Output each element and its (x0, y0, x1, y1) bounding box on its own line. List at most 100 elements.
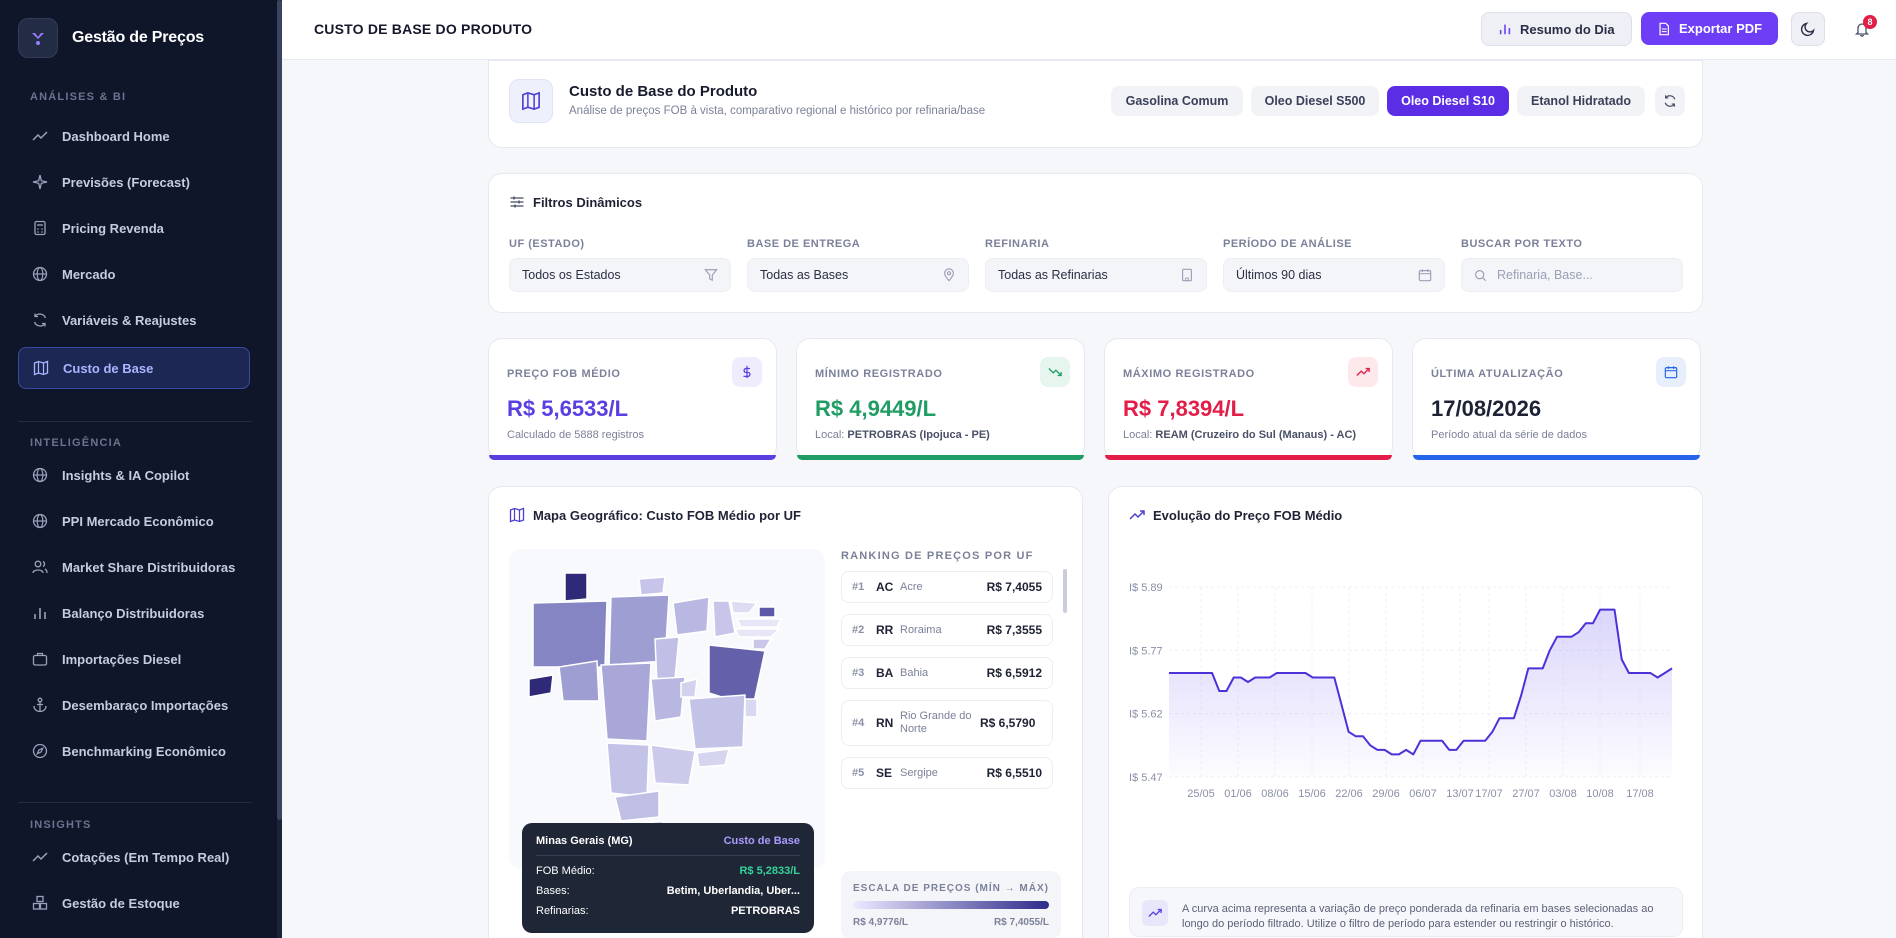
tooltip-state: Minas Gerais (MG) (536, 835, 633, 847)
map-state-to (654, 636, 680, 684)
notifications-button[interactable]: 8 (1853, 15, 1877, 38)
section-title-insights: INSIGHTS (30, 819, 92, 831)
sidebar-scrollbar-thumb[interactable] (277, 0, 282, 820)
tab-gasolina-comum[interactable]: Gasolina Comum (1111, 86, 1243, 116)
sidebar-item-label: Market Share Distribuidoras (62, 559, 236, 575)
filters-title-label: Filtros Dinâmicos (533, 194, 643, 210)
sidebar-item-dashboard-home[interactable]: Dashboard Home (18, 116, 250, 156)
ranking-item[interactable]: #3 BA Bahia R$ 6,5912 (841, 657, 1053, 689)
chart-note: A curva acima representa a variação de p… (1129, 887, 1683, 937)
sidebar-item-gestao-estoque[interactable]: Gestão de Estoque (18, 883, 250, 923)
sidebar-item-balanco[interactable]: Balanço Distribuidoras (18, 593, 250, 633)
ranking-value: R$ 7,3555 (986, 623, 1042, 637)
kpi-accent-bar (797, 455, 1084, 460)
ranking-title: RANKING DE PREÇOS POR UF (841, 550, 1034, 562)
sidebar-item-importacoes-diesel[interactable]: Importações Diesel (18, 639, 250, 679)
tab-oleo-diesel-s500[interactable]: Oleo Diesel S500 (1251, 86, 1379, 116)
moon-icon (1800, 22, 1815, 37)
uf-select-value: Todos os Estados (522, 268, 621, 282)
kpi-sub-prefix: Local: (1123, 429, 1153, 441)
map-state-ac (528, 674, 554, 698)
map-card-title: Mapa Geográfico: Custo FOB Médio por UF (509, 507, 801, 523)
base-select[interactable]: Todas as Bases (747, 258, 969, 292)
kpi-value: R$ 5,6533/L (507, 396, 629, 421)
calendar-icon (1656, 357, 1686, 387)
globe-icon (32, 467, 48, 483)
sidebar-divider (18, 802, 252, 803)
ranking-name: Bahia (900, 666, 929, 679)
brazil-map-svg[interactable] (509, 549, 825, 869)
sidebar-item-benchmarking[interactable]: Benchmarking Econômico (18, 731, 250, 771)
ranking-scrollbar[interactable] (1063, 569, 1067, 613)
filter-label-busca: BUSCAR POR TEXTO (1461, 238, 1583, 250)
fob-price-chart[interactable]: I$ 5.89 I$ 5.77 I$ 5.62 I$ 5.47 25/05 01/06 08… (1109, 557, 1704, 877)
tooltip-bases-value: Betim, Uberlandia, Uber... (666, 885, 800, 897)
sidebar-item-ppi-mercado[interactable]: PPI Mercado Econômico (18, 501, 250, 541)
ranking-item[interactable]: #2 RR Roraima R$ 7,3555 (841, 614, 1053, 646)
brand[interactable]: Gestão de Preços (18, 18, 204, 58)
ranking-item[interactable]: #1 AC Acre R$ 7,4055 (841, 571, 1053, 603)
sidebar-item-previsoes[interactable]: Previsões (Forecast) (18, 162, 250, 202)
chart-x-tick-label: 10/08 (1586, 788, 1614, 800)
sidebar-scrollbar[interactable] (277, 0, 282, 938)
chart-y-tick-label: I$ 5.47 (1129, 772, 1163, 784)
sidebar-item-market-share[interactable]: Market Share Distribuidoras (18, 547, 250, 587)
chart-x-tick-label: 25/05 (1187, 788, 1215, 800)
map-tooltip: Minas Gerais (MG) Custo de Base FOB Médi… (522, 823, 814, 933)
trend-line-icon (1142, 900, 1168, 926)
anchor-icon (33, 697, 47, 713)
sidebar-item-label: Cotações (Em Tempo Real) (62, 849, 230, 865)
sidebar-item-mercado[interactable]: Mercado (18, 254, 250, 294)
tooltip-fob-value: R$ 5,2833/L (739, 865, 800, 877)
price-scale-legend: ESCALA DE PREÇOS (MÍN → MÁX) R$ 4,9776/L… (841, 871, 1061, 938)
theme-toggle-button[interactable] (1791, 12, 1825, 46)
export-pdf-button[interactable]: Exportar PDF (1641, 12, 1779, 45)
ranking-uf: RN (876, 716, 894, 730)
sidebar-item-desembaraco[interactable]: Desembaraço Importações (18, 685, 250, 725)
tab-oleo-diesel-s10[interactable]: Oleo Diesel S10 (1387, 86, 1509, 116)
map-state-ms (606, 742, 650, 798)
ranking-item[interactable]: #5 SE Sergipe R$ 6,5510 (841, 757, 1053, 789)
bar-chart-icon (34, 608, 46, 619)
tab-etanol-hidratado[interactable]: Etanol Hidratado (1517, 86, 1645, 116)
ranking-value: R$ 7,4055 (986, 580, 1042, 594)
trend-up-icon (1348, 357, 1378, 387)
sidebar-item-label: Desembaraço Importações (62, 697, 229, 713)
chart-card-title-label: Evolução do Preço FOB Médio (1153, 507, 1343, 523)
ranking-name: Roraima (900, 623, 942, 636)
sidebar-item-cotacoes[interactable]: Cotações (Em Tempo Real) (18, 837, 250, 877)
kpi-accent-bar (1105, 455, 1392, 460)
kpi-sub-location: PETROBRAS (Ipojuca - PE) (847, 429, 990, 441)
ranking-pos: #2 (852, 624, 865, 636)
periodo-select[interactable]: Últimos 90 dias (1223, 258, 1445, 292)
map-card: Mapa Geográfico: Custo FOB Médio por UF (488, 486, 1083, 938)
kpi-accent-bar (1413, 455, 1700, 460)
uf-select[interactable]: Todos os Estados (509, 258, 731, 292)
chart-x-tick-label: 17/07 (1475, 788, 1503, 800)
ranking-name: Sergipe (900, 766, 938, 779)
sidebar-item-label: Pricing Revenda (62, 220, 164, 236)
tooltip-fob-label: FOB Médio: (536, 865, 595, 877)
kpi-card-minimo: MÍNIMO REGISTRADO R$ 4,9449/L Local: PET… (796, 338, 1085, 460)
ranking-item[interactable]: #4 RN Rio Grande do Norte R$ 6,5790 (841, 700, 1053, 746)
sidebar-item-insights-copilot[interactable]: Insights & IA Copilot (18, 455, 250, 495)
kpi-label: ÚLTIMA ATUALIZAÇÃO (1431, 368, 1564, 380)
sidebar-item-variaveis-reajustes[interactable]: Variáveis & Reajustes (18, 300, 250, 340)
refresh-icon (1664, 95, 1676, 107)
chart-card: Evolução do Preço FOB Médio I$ 5.89 I$ 5.… (1108, 486, 1703, 938)
brand-logo-icon (18, 18, 58, 58)
summary-button[interactable]: Resumo do Dia (1481, 12, 1632, 46)
search-input[interactable]: Refinaria, Base... (1461, 258, 1683, 292)
bar-chart-icon (1499, 24, 1511, 35)
chart-y-tick-label: I$ 5.89 (1129, 582, 1163, 594)
brazil-map[interactable] (509, 549, 825, 869)
sidebar-item-label: Gestão de Estoque (62, 895, 180, 911)
sidebar-item-custo-de-base[interactable]: Custo de Base (18, 347, 250, 389)
product-header-card: Custo de Base do Produto Análise de preç… (488, 60, 1703, 148)
refresh-button[interactable] (1655, 86, 1685, 116)
chart-y-tick-label: I$ 5.62 (1129, 709, 1163, 721)
sidebar-item-pricing-revenda[interactable]: Pricing Revenda (18, 208, 250, 248)
dollar-icon (732, 357, 762, 387)
map-state-go (650, 676, 686, 722)
refinaria-select[interactable]: Todas as Refinarias (985, 258, 1207, 292)
